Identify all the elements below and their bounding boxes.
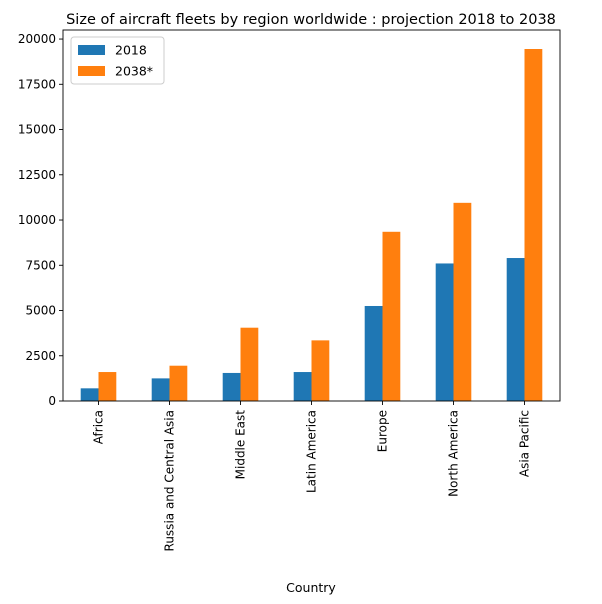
bar-series2-russia-and-central-asia [169,365,188,401]
bar-series1-north-america [435,263,454,401]
y-tick-label: 12500 [18,168,56,182]
bar-series2-latin-america [311,340,330,401]
bar-series2-middle-east [240,327,259,401]
y-tick-label: 10000 [18,213,56,227]
y-tick-label: 20000 [18,32,56,46]
bar-series1-latin-america [293,372,312,401]
y-tick-label: 7500 [25,258,56,272]
x-tick-label: Latin America [305,410,319,493]
bar-series2-asia-pacific [524,49,543,401]
chart-title: Size of aircraft fleets by region worldw… [66,12,556,28]
bar-series1-europe [364,305,383,401]
legend-label: 2018 [115,43,147,58]
bar-series1-middle-east [222,372,241,401]
x-tick-label: Africa [92,410,106,444]
bar-series1-russia-and-central-asia [151,378,170,401]
bar-series2-europe [382,231,401,401]
y-tick-label: 15000 [18,123,56,137]
bar-series1-asia-pacific [506,258,525,401]
x-tick-label: Middle East [234,410,248,480]
bar-series1-africa [80,388,99,401]
y-tick-label: 2500 [25,349,56,363]
x-tick-label: Europe [376,410,390,452]
legend-swatch [78,66,105,76]
y-tick-label: 5000 [25,304,56,318]
legend-swatch [78,45,105,55]
x-tick-label: Asia Pacific [518,410,532,477]
y-tick-label: 0 [48,394,56,408]
bar-series2-north-america [453,202,472,401]
x-axis-label: Country [286,580,336,595]
legend-label: 2038* [115,64,153,79]
x-tick-label: Russia and Central Asia [163,410,177,551]
plot-area: 0 2500 5000 7500 10000 12500 15000 17500 20000 Af… [18,29,561,551]
x-tick-label: North America [447,410,461,497]
y-tick-label: 17500 [18,77,56,91]
bar-series2-africa [98,372,117,401]
